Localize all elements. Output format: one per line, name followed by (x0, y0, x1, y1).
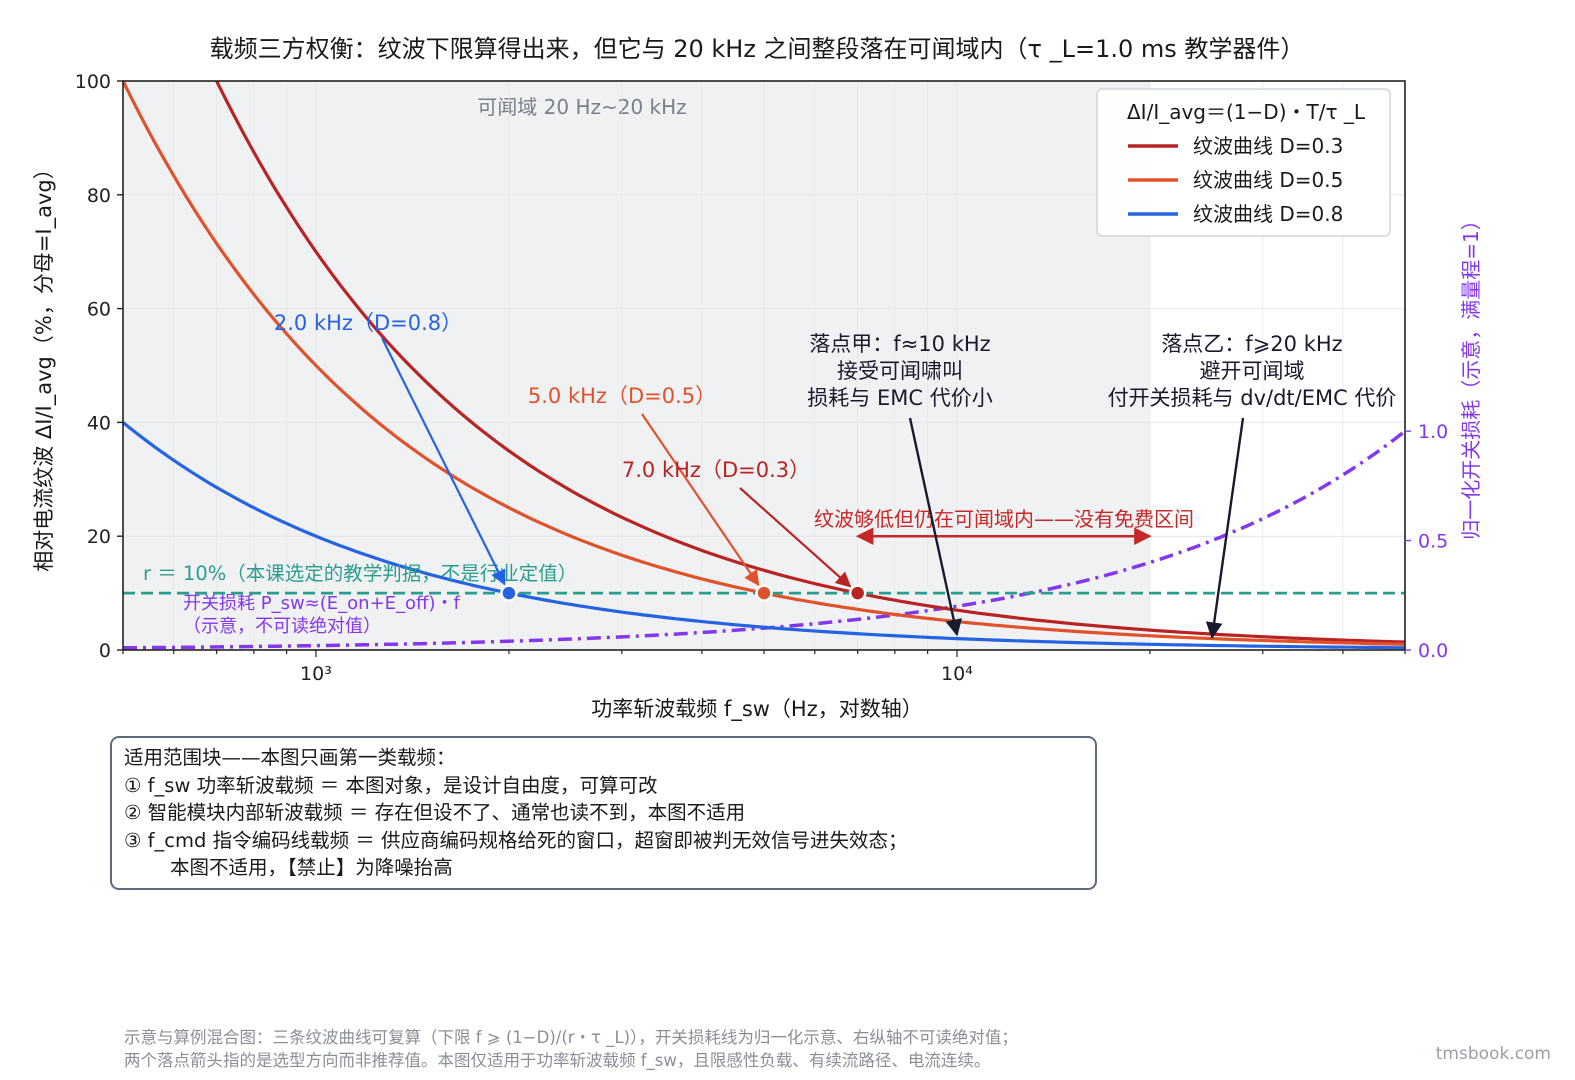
y-tick-label: 20 (87, 526, 111, 548)
legend: ΔI/I_avg＝(1−D)・T/τ _L 纹波曲线 D=0.3 纹波曲线 D=0.… (1096, 88, 1391, 237)
axes-layer: 0 20 40 60 80 100 10³ 10⁴ 0.0 0.5 1.0 (75, 71, 1448, 685)
footnote-line-2: 两个落点箭头指的是选型方向而非推荐值。本图仅适用于功率斩波载频 f_sw，且限感… (124, 1051, 991, 1070)
y-tick-label: 80 (87, 185, 111, 207)
y2-tick-label: 0.0 (1418, 640, 1448, 662)
y2-axis-label: 归一化开关损耗（示意，满量程=1） (1459, 210, 1483, 539)
footnote-line-1: 示意与算例混合图：三条纹波曲线可复算（下限 f ⩾ (1−D)/(r・τ _L)… (124, 1028, 1018, 1047)
scope-line-1: ① f_sw 功率斩波载频 ＝ 本图对象，是设计自由度，可算可改 (124, 773, 658, 797)
audible-region (123, 81, 1150, 650)
marker-label-2: 7.0 kHz（D=0.3） (622, 458, 810, 482)
legend-title: ΔI/I_avg＝(1−D)・T/τ _L (1127, 100, 1366, 124)
legend-entry-1: 纹波曲线 D=0.5 (1193, 168, 1343, 192)
callout-arrow-0 (908, 417, 962, 637)
marker-point-1 (755, 584, 773, 602)
chart-title: 载频三方权衡：纹波下限算得出来，但它与 20 kHz 之间整段落在可闻域内（τ … (210, 35, 1305, 63)
legend-box (1096, 88, 1391, 237)
footnote: 示意与算例混合图：三条纹波曲线可复算（下限 f ⩾ (1−D)/(r・τ _L)… (124, 1026, 1018, 1072)
y2-tick-label: 0.5 (1418, 531, 1448, 553)
marker-point-2 (848, 584, 867, 602)
callout-1-line-0: 落点乙：f⩾20 kHz (1161, 332, 1342, 356)
ripple-curve-2 (123, 421, 1405, 650)
y2-tick-label: 1.0 (1418, 421, 1448, 443)
callout-0-line-2: 损耗与 EMC 代价小 (807, 386, 992, 410)
marker-label-0: 2.0 kHz（D=0.8） (274, 311, 462, 335)
y-axis-label: 相对电流纹波 ΔI/I_avg（%，分母=I_avg） (32, 158, 57, 572)
scope-box: 适用范围块——本图只画第一类载频： ① f_sw 功率斩波载频 ＝ 本图对象，是… (110, 736, 1097, 890)
marker-arrow-0 (381, 337, 506, 586)
threshold-label: r ＝ 10%（本课选定的教学判据，不是行业定值） (143, 562, 577, 585)
y-tick-label: 0 (99, 640, 111, 662)
annotation-layer: 纹波够低但仍在可闻域内——没有免费区间 2.0 kHz（D=0.8） 5.0 kHz… (274, 311, 1397, 640)
y-tick-label: 100 (75, 71, 111, 93)
y-tick-label: 40 (87, 412, 111, 434)
x-axis-label: 功率斩波载频 f_sw（Hz，对数轴） (591, 697, 923, 722)
x-tick-label: 10⁴ (941, 663, 973, 685)
scope-line-2: ② 智能模块内部斩波载频 ＝ 存在但设不了、通常也读不到，本图不适用 (124, 801, 746, 824)
switching-loss-label: 开关损耗 P_sw≈(E_on+E_off)・f (183, 593, 460, 614)
legend-entry-0: 纹波曲线 D=0.3 (1193, 134, 1343, 158)
callout-arrow-1 (1205, 417, 1245, 640)
audible-region-label: 可闻域 20 Hz~20 kHz (477, 95, 686, 119)
scope-line-title: 适用范围块——本图只画第一类载频： (124, 746, 456, 769)
switching-loss-sublabel: （示意，不可读绝对值） (183, 616, 381, 637)
callout-0-line-0: 落点甲：f≈10 kHz (809, 332, 990, 356)
callout-0-line-1: 接受可闻啸叫 (837, 359, 963, 383)
legend-entry-2: 纹波曲线 D=0.8 (1193, 202, 1343, 226)
marker-arrow-2 (739, 487, 852, 588)
marker-point-0 (500, 584, 518, 602)
scope-line-3: ③ f_cmd 指令编码线载频 ＝ 供应商编码规格给死的窗口，超窗即被判无效信号… (124, 828, 908, 852)
span-label: 纹波够低但仍在可闻域内——没有免费区间 (814, 507, 1194, 531)
ripple-curve-0 (214, 81, 1405, 644)
x-tick-label: 10³ (300, 663, 332, 685)
marker-layer (500, 584, 867, 602)
callout-1-line-2: 付开关损耗与 dv/dt/EMC 代价 (1108, 386, 1397, 410)
callout-1-line-1: 避开可闻域 (1200, 359, 1305, 383)
y-tick-label: 60 (87, 299, 111, 321)
watermark: tmsbook.com (1435, 1044, 1551, 1064)
scope-line-4: 本图不适用，【禁止】为降噪抬高 (170, 856, 453, 879)
marker-arrow-1 (641, 413, 760, 587)
marker-label-1: 5.0 kHz（D=0.5） (528, 384, 716, 408)
